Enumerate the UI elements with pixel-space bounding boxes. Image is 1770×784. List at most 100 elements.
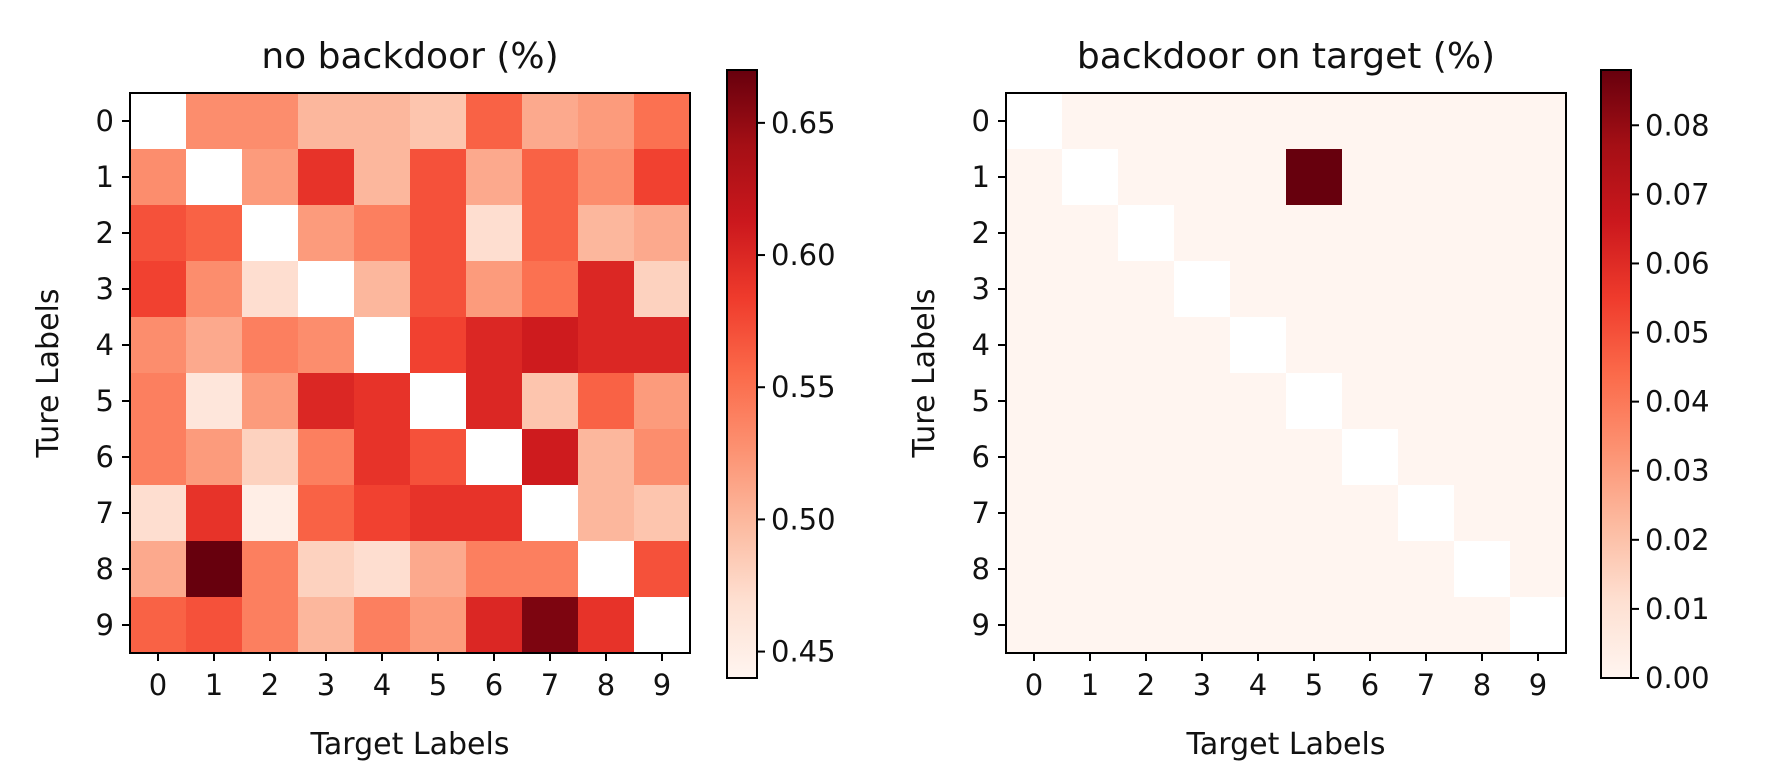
heatmap-cell [298, 149, 355, 206]
heatmap-cell [634, 597, 691, 654]
plot-frame [1005, 92, 1567, 654]
plot-frame [129, 92, 691, 654]
heatmap-cell [354, 429, 411, 486]
heatmap-cell [410, 373, 467, 430]
heatmap-cell [1342, 317, 1399, 374]
heatmap-cell [410, 205, 467, 262]
x-tick-label: 1 [1081, 668, 1099, 702]
heatmap-cell [1510, 373, 1567, 430]
heatmap-cell [242, 149, 299, 206]
heatmap-cell [298, 93, 355, 150]
heatmap-cell [1006, 541, 1063, 598]
y-tick-label: 0 [96, 104, 114, 138]
heatmap-cell [1062, 541, 1119, 598]
y-tick-label: 4 [96, 328, 114, 362]
heatmap-cell [1454, 93, 1511, 150]
heatmap-cell [1510, 149, 1567, 206]
heatmap-cell [354, 205, 411, 262]
heatmap-cell [410, 429, 467, 486]
heatmap-cell [578, 541, 635, 598]
heatmap-cell [522, 261, 579, 318]
heatmap-cell [1510, 597, 1567, 654]
heatmap-cell [634, 541, 691, 598]
heatmap-panel-backdoor-on-target: backdoor on target (%) 0 1 2 3 4 5 6 7 8 9 0 1 2 3 4 5… [907, 36, 1710, 762]
colorbar: 0.45 0.50 0.55 0.60 0.65 [726, 69, 836, 679]
heatmap-cell [298, 261, 355, 318]
heatmap-cell [1454, 597, 1511, 654]
heatmap-cell [1174, 429, 1231, 486]
heatmap-cell [1342, 261, 1399, 318]
y-tick-label: 4 [972, 328, 990, 362]
heatmap-cell [242, 93, 299, 150]
heatmap-cell [1510, 205, 1567, 262]
heatmap-cell [1398, 597, 1455, 654]
y-ticks: 0 1 2 3 4 5 6 7 8 9 [972, 104, 1006, 642]
heatmap-cell [1230, 429, 1287, 486]
y-ticks: 0 1 2 3 4 5 6 7 8 9 [96, 104, 130, 642]
heatmap-cell [186, 541, 243, 598]
heatmap-cell [1118, 205, 1175, 262]
heatmap-cell [1174, 317, 1231, 374]
heatmap-cell [130, 429, 187, 486]
heatmap-cell [186, 261, 243, 318]
colorbar-tick-label: 0.45 [771, 635, 836, 669]
heatmap-cell [1230, 373, 1287, 430]
heatmap-cell [1062, 261, 1119, 318]
heatmap-cell [186, 205, 243, 262]
heatmap-cell [186, 317, 243, 374]
heatmap-cell [634, 317, 691, 374]
heatmap-cell [1286, 485, 1343, 542]
heatmap-cell [186, 149, 243, 206]
heatmap-cell [1230, 93, 1287, 150]
heatmap-cell [186, 429, 243, 486]
colorbar-frame [1600, 69, 1632, 679]
heatmap-cell [1174, 541, 1231, 598]
heatmap-cell [522, 373, 579, 430]
heatmap-cell [298, 373, 355, 430]
heatmap-cell [522, 541, 579, 598]
heatmap-cell [410, 485, 467, 542]
heatmap-cell [466, 541, 523, 598]
heatmap-cell [1510, 317, 1567, 374]
heatmap-cell [466, 373, 523, 430]
heatmap-cell [1510, 541, 1567, 598]
x-tick-label: 6 [485, 668, 503, 702]
heatmap-cell [466, 317, 523, 374]
heatmap-cell [1342, 429, 1399, 486]
heatmap-cell [1062, 149, 1119, 206]
heatmap-cell [634, 485, 691, 542]
colorbar-gradient [1601, 70, 1631, 678]
heatmap-cell [1174, 149, 1231, 206]
heatmap-cell [1174, 373, 1231, 430]
colorbar-tick-label: 0.65 [771, 106, 836, 140]
heatmap-cell [1006, 149, 1063, 206]
y-tick-label: 5 [96, 384, 114, 418]
heatmap-cell [410, 317, 467, 374]
heatmap-cell [1006, 205, 1063, 262]
heatmap-cell [298, 429, 355, 486]
colorbar-tick-label: 0.60 [771, 238, 836, 272]
heatmap-cell [1342, 541, 1399, 598]
heatmap-cell [1454, 149, 1511, 206]
colorbar-tick-label: 0.02 [1645, 523, 1710, 557]
heatmap-cell [354, 93, 411, 150]
heatmap-cell [578, 485, 635, 542]
heatmap-cell [242, 317, 299, 374]
heatmap-cell [1174, 205, 1231, 262]
heatmap-cell [1286, 429, 1343, 486]
colorbar-ticks: 0.00 0.01 0.02 0.03 0.04 0.05 0.06 0.07 0.08 [1631, 108, 1710, 695]
x-axis-label: Target Labels [310, 727, 510, 762]
heatmap-cell [1510, 429, 1567, 486]
y-tick-label: 6 [96, 440, 114, 474]
heatmap-cell [410, 261, 467, 318]
y-tick-label: 8 [96, 552, 114, 586]
heatmap-cell [1118, 149, 1175, 206]
x-tick-label: 4 [373, 668, 391, 702]
heatmap-cell [634, 93, 691, 150]
heatmap-cell [242, 541, 299, 598]
heatmap-cell [354, 597, 411, 654]
heatmap-cells [130, 93, 691, 654]
heatmap-cell [1286, 317, 1343, 374]
heatmap-cell [578, 429, 635, 486]
colorbar-tick-label: 0.06 [1645, 246, 1710, 280]
